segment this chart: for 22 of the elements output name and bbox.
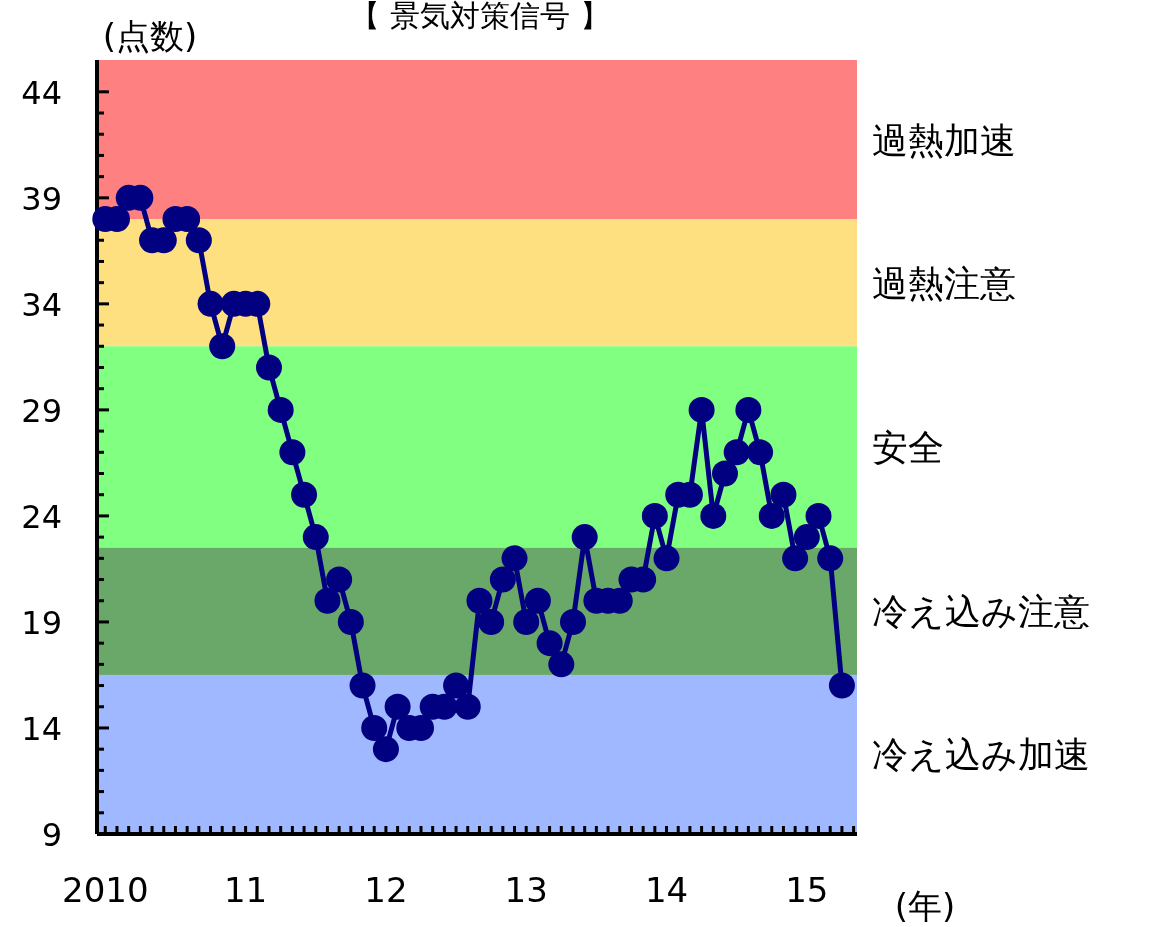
y-tick-label: 34 xyxy=(21,285,62,324)
y-tick-label: 19 xyxy=(21,603,62,642)
band-label: 安全 xyxy=(872,427,944,468)
band-label: 過熱注意 xyxy=(872,262,1016,304)
y-tick-label: 24 xyxy=(21,497,62,536)
x-tick-label: 2010 xyxy=(62,870,149,910)
chart-title: 【 景気対策信号 】 xyxy=(350,0,610,33)
x-tick-label: 11 xyxy=(223,870,268,910)
x-tick-label: 15 xyxy=(785,870,829,910)
band-label: 冷え込み注意 xyxy=(872,591,1090,633)
band-label: 過熱加速 xyxy=(872,119,1016,161)
y-tick-label: 39 xyxy=(21,179,62,218)
y-tick-label: 14 xyxy=(21,709,62,748)
x-axis-title: (年) xyxy=(894,886,956,926)
x-tick-label: 14 xyxy=(644,870,689,910)
y-tick-label: 29 xyxy=(21,391,62,430)
x-tick-label: 12 xyxy=(364,870,408,910)
y-tick-label: 9 xyxy=(41,816,62,854)
band-label: 冷え込み加速 xyxy=(872,734,1090,776)
x-tick-label: 13 xyxy=(504,870,548,910)
y-tick-label: 44 xyxy=(21,73,62,112)
y-axis-title: (点数) xyxy=(102,16,198,56)
